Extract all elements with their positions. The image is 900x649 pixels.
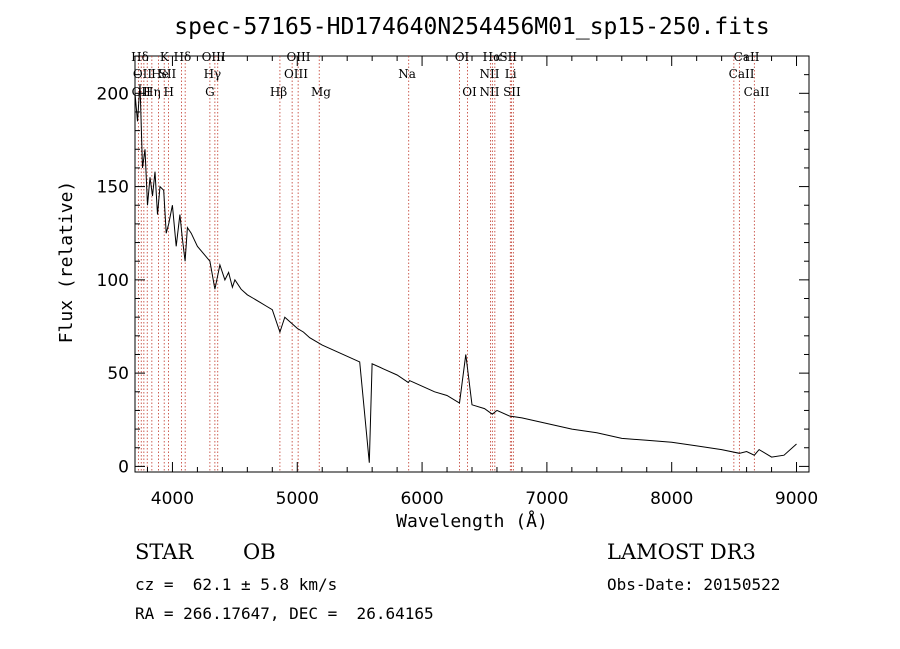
x-tick-label-0: 4000 [151,489,194,509]
x-tick-label-1: 5000 [276,489,319,509]
line-label-mid_row-8: CaII [729,67,755,81]
y-tick-label-1: 50 [107,364,129,384]
line-label-mid_row-1: He [151,67,169,81]
y-tick-label-2: 100 [97,271,129,291]
survey-name: LAMOST DR3 [607,540,756,564]
line-label-bottom_row-7: NII [479,85,499,99]
line-label-top_row-5: OI [455,50,470,64]
line-label-bottom_row-4: Hβ [270,85,287,99]
redshift-text: cz = 62.1 ± 5.8 km/s [135,575,338,594]
line-label-bottom_row-9: CaII [744,85,770,99]
chart-title: spec-57165-HD174640N254456M01_sp15-250.f… [174,14,769,40]
line-label-mid_row-5: Na [398,67,416,81]
line-label-top_row-0: Hδ [131,50,149,64]
y-tick-label-0: 0 [118,457,129,477]
line-label-bottom_row-2: H [163,85,173,99]
x-tick-label-4: 8000 [650,489,693,509]
line-label-mid_row-4: OIII [284,67,308,81]
spectral-line-markers [137,56,755,472]
x-tick-label-5: 9000 [775,489,818,509]
y-axis-label: Flux (relative) [56,181,77,344]
line-label-top_row-1: K [160,50,170,64]
spectrum-series-line [134,83,797,463]
plot-frame [134,55,810,473]
line-label-mid_row-7: Li [505,67,517,81]
line-label-bottom_row-3: G [205,85,215,99]
line-label-top_row-7: SII [499,50,517,64]
line-label-mid_row-2: SII [159,67,177,81]
line-label-top_row-2: Hδ [174,50,192,64]
object-subclass: OB [243,540,276,564]
line-label-bottom_row-6: OI [462,85,477,99]
line-label-bottom_row-5: Mg [311,85,331,99]
x-axis-label: Wavelength (Å) [396,510,548,532]
y-tick-label-3: 150 [97,178,129,198]
axis-ticks: 4000 5000 6000 7000 8000 9000 0 50 100 150 200 [97,56,818,509]
object-class: STAR [135,540,194,564]
line-label-bottom_row-0: OII [132,85,152,99]
line-label-mid_row-6: NII [479,67,499,81]
line-label-mid_row-3: Hγ [204,67,222,81]
line-label-bottom_row-8: SII [503,85,521,99]
line-label-mid_row-0: OII [133,67,153,81]
line-label-top_row-3: OIII [202,50,226,64]
line-label-top_row-4: OIII [286,50,310,64]
x-tick-label-3: 7000 [525,489,568,509]
x-tick-label-2: 6000 [400,489,443,509]
obs-date-text: Obs-Date: 20150522 [607,575,781,594]
y-tick-label-4: 200 [97,84,129,104]
coordinates-text: RA = 266.17647, DEC = 26.64165 [135,604,434,623]
line-label-bottom_row-1: Hη [143,85,161,99]
